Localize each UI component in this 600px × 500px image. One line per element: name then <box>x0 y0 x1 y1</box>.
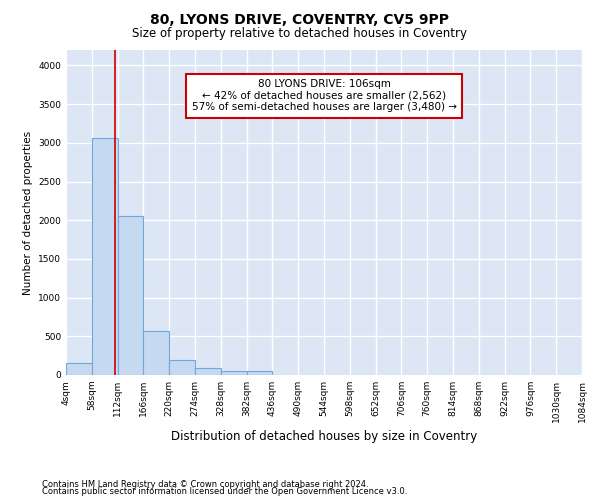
Bar <box>195 368 221 375</box>
Text: 80, LYONS DRIVE, COVENTRY, CV5 9PP: 80, LYONS DRIVE, COVENTRY, CV5 9PP <box>151 12 449 26</box>
Bar <box>92 138 118 375</box>
Bar <box>118 216 143 375</box>
X-axis label: Distribution of detached houses by size in Coventry: Distribution of detached houses by size … <box>171 430 477 444</box>
Bar <box>247 371 272 375</box>
Text: Size of property relative to detached houses in Coventry: Size of property relative to detached ho… <box>133 28 467 40</box>
Bar <box>169 360 195 375</box>
Bar <box>143 331 169 375</box>
Text: Contains HM Land Registry data © Crown copyright and database right 2024.: Contains HM Land Registry data © Crown c… <box>42 480 368 489</box>
Text: Contains public sector information licensed under the Open Government Licence v3: Contains public sector information licen… <box>42 488 407 496</box>
Bar <box>221 371 247 375</box>
Y-axis label: Number of detached properties: Number of detached properties <box>23 130 32 294</box>
Bar <box>66 364 92 375</box>
Text: 80 LYONS DRIVE: 106sqm
← 42% of detached houses are smaller (2,562)
57% of semi-: 80 LYONS DRIVE: 106sqm ← 42% of detached… <box>191 79 457 112</box>
